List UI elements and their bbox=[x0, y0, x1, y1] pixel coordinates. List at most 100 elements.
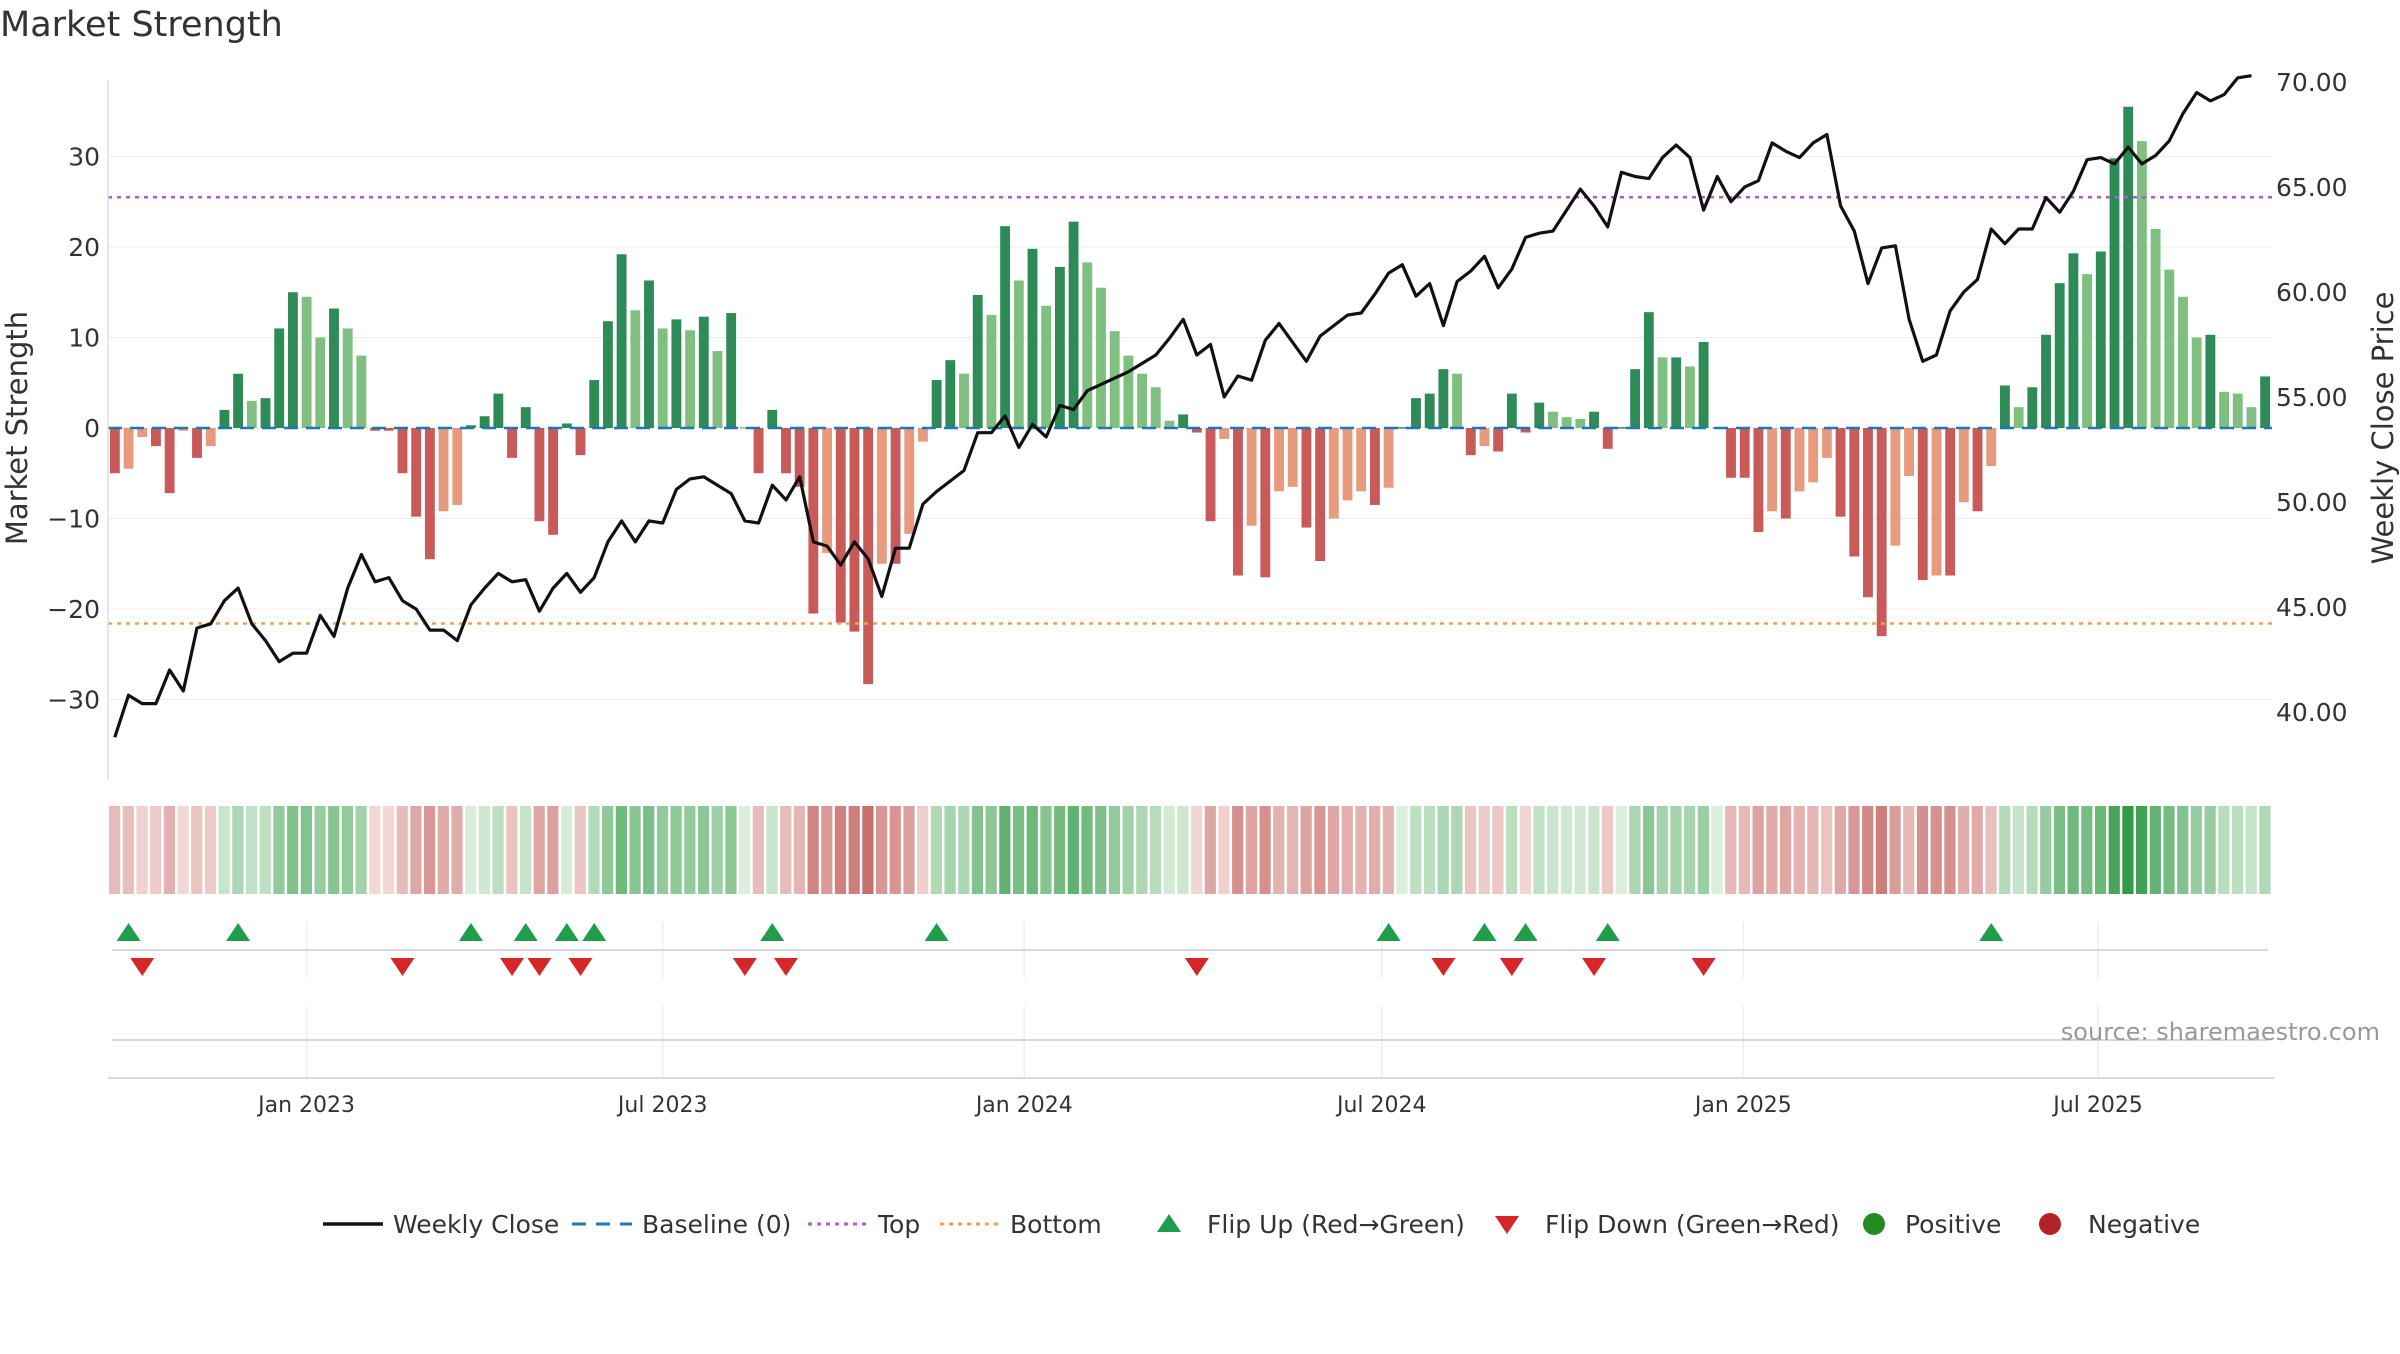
heat-cell bbox=[780, 806, 792, 894]
heat-cell bbox=[2012, 806, 2024, 894]
heat-cell bbox=[1054, 806, 1066, 894]
flip-up-marker bbox=[226, 923, 251, 941]
strength-bar bbox=[1424, 393, 1435, 428]
flip-down-marker bbox=[527, 958, 552, 976]
strength-bar bbox=[890, 428, 901, 564]
strength-bar bbox=[2109, 158, 2120, 428]
strength-bar bbox=[739, 427, 750, 429]
heat-cell bbox=[2136, 806, 2148, 894]
strength-bar bbox=[561, 423, 572, 428]
heat-cell bbox=[1341, 806, 1353, 894]
strength-bar bbox=[1164, 420, 1175, 428]
heat-cell bbox=[1807, 806, 1819, 894]
heat-cell bbox=[1697, 806, 1709, 894]
heat-cell bbox=[1848, 806, 1860, 894]
legend-label: Baseline (0) bbox=[642, 1210, 791, 1239]
flip-up-marker bbox=[1472, 923, 1497, 941]
heat-cell bbox=[711, 806, 723, 894]
strength-bar bbox=[1150, 387, 1161, 428]
strength-bar bbox=[1575, 418, 1586, 428]
legend-label: Negative bbox=[2088, 1210, 2200, 1239]
price-series bbox=[113, 74, 2252, 738]
heat-cell bbox=[396, 806, 408, 894]
strength-bar bbox=[1630, 369, 1641, 428]
flip-up-marker bbox=[582, 923, 607, 941]
strength-bar bbox=[123, 428, 134, 469]
heat-cell bbox=[1999, 806, 2011, 894]
heat-cell bbox=[1519, 806, 1531, 894]
strength-bar bbox=[301, 296, 312, 428]
strength-bar bbox=[2013, 407, 2024, 428]
heat-cell bbox=[656, 806, 669, 894]
heat-cell bbox=[2218, 806, 2230, 894]
flip-up-marker bbox=[924, 923, 949, 941]
strength-bar bbox=[630, 310, 641, 428]
heat-cell bbox=[930, 806, 942, 894]
strength-bar bbox=[822, 428, 832, 553]
heat-cell bbox=[2149, 806, 2161, 894]
strength-bar bbox=[1739, 428, 1750, 478]
heat-cell bbox=[2245, 806, 2257, 894]
flip-up-marker bbox=[1979, 923, 2004, 941]
heat-cell bbox=[2204, 806, 2216, 894]
heat-cell bbox=[2040, 806, 2052, 894]
strength-bar bbox=[1684, 366, 1695, 428]
heat-cell bbox=[766, 806, 778, 894]
heat-cell bbox=[478, 806, 490, 894]
strength-bar bbox=[1191, 428, 1202, 433]
heat-cell bbox=[2081, 806, 2093, 894]
heat-cell bbox=[1834, 806, 1846, 894]
heat-cell bbox=[1957, 806, 1970, 894]
strength-bar bbox=[137, 428, 148, 438]
heat-cell bbox=[1300, 806, 1312, 894]
legend-swatch-positive bbox=[1863, 1213, 1885, 1235]
strength-bar bbox=[1548, 411, 1558, 428]
strength-bar bbox=[178, 428, 189, 431]
heat-cell bbox=[1506, 806, 1518, 894]
heat-cell bbox=[2177, 806, 2189, 894]
heat-cell bbox=[1259, 806, 1271, 894]
heat-cell bbox=[437, 806, 449, 894]
heat-cell bbox=[533, 806, 545, 894]
x-tick-label: Jul 2024 bbox=[1335, 1093, 1427, 1118]
strength-bar bbox=[1698, 342, 1709, 428]
heat-cell bbox=[684, 806, 696, 894]
strength-bar bbox=[1082, 262, 1093, 428]
heat-cell bbox=[1095, 806, 1107, 894]
strength-bar bbox=[548, 428, 559, 535]
y2-tick-label: 60.00 bbox=[2276, 278, 2348, 307]
strength-bar bbox=[260, 398, 271, 428]
x-tick-label: Jul 2025 bbox=[2051, 1093, 2143, 1118]
axes: 30 20 10 0 −10 −20 −30 70.00 65.00 60.00 55.00 50.0… bbox=[47, 68, 2347, 1118]
strength-bar bbox=[1411, 398, 1421, 428]
strength-bar bbox=[781, 428, 791, 474]
strength-bar bbox=[507, 428, 517, 458]
flip-up-marker bbox=[513, 923, 538, 941]
legend-label: Positive bbox=[1905, 1210, 2001, 1239]
strength-bar bbox=[1726, 428, 1736, 478]
heat-cell bbox=[1191, 806, 1203, 894]
heat-cell bbox=[588, 806, 600, 894]
heat-cell bbox=[259, 806, 271, 894]
strength-bar bbox=[411, 428, 422, 517]
heat-cell bbox=[287, 806, 299, 894]
flip-down-marker bbox=[1582, 958, 1607, 976]
heat-cell bbox=[1423, 806, 1436, 894]
legend-swatch-flip-down bbox=[1495, 1216, 1519, 1234]
heat-cell bbox=[1327, 806, 1340, 894]
strength-bar bbox=[685, 330, 696, 428]
heat-cell bbox=[273, 806, 285, 894]
heat-cell bbox=[1629, 806, 1641, 894]
strength-heat-strip bbox=[109, 806, 2271, 894]
strength-bar bbox=[1342, 428, 1353, 501]
heat-cell bbox=[834, 806, 847, 894]
strength-bar bbox=[1315, 428, 1326, 562]
strength-bar bbox=[233, 373, 244, 428]
heat-cell bbox=[1382, 806, 1394, 894]
heat-cell bbox=[862, 806, 874, 894]
strength-bar bbox=[383, 428, 394, 431]
strength-bar bbox=[466, 425, 476, 428]
strength-bar bbox=[931, 380, 942, 428]
strength-bar bbox=[1041, 305, 1052, 428]
strength-bar bbox=[287, 292, 298, 428]
